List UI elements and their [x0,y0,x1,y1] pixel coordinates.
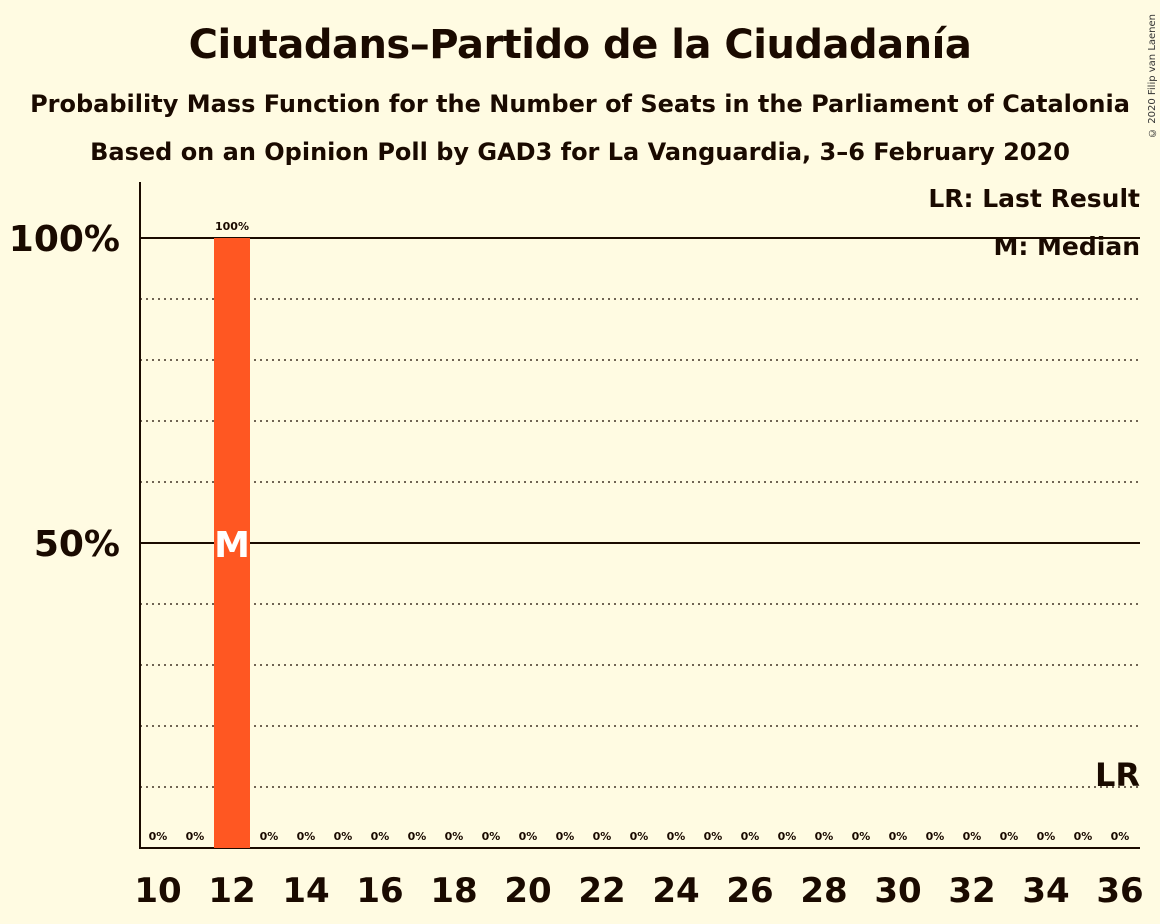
chart-source: Based on an Opinion Poll by GAD3 for La … [90,138,1070,166]
x-tick-label: 20 [504,871,551,911]
data-label: 0% [445,830,464,843]
data-label: 0% [186,830,205,843]
data-label: 0% [1000,830,1019,843]
data-label: 0% [593,830,612,843]
last-result-marker: LR [1095,756,1140,794]
data-label: 0% [334,830,353,843]
y-tick-label: 100% [9,219,120,260]
data-label: 0% [297,830,316,843]
data-label: 0% [667,830,686,843]
x-tick-label: 16 [356,871,403,911]
data-label: 0% [1037,830,1056,843]
x-tick-label: 34 [1022,871,1069,911]
legend-last-result: LR: Last Result [928,184,1140,213]
data-label: 0% [260,830,279,843]
data-label: 0% [149,830,168,843]
x-tick-label: 36 [1096,871,1143,911]
median-marker: M [214,525,250,566]
data-label: 0% [408,830,427,843]
x-tick-label: 18 [430,871,477,911]
data-label: 0% [556,830,575,843]
data-label: 0% [482,830,501,843]
x-tick-label: 28 [800,871,847,911]
data-label: 0% [926,830,945,843]
x-tick-label: 32 [948,871,995,911]
x-tick-label: 24 [652,871,699,911]
data-label: 0% [371,830,390,843]
data-label: 0% [889,830,908,843]
x-tick-label: 30 [874,871,921,911]
x-tick-label: 10 [134,871,181,911]
data-label: 0% [741,830,760,843]
data-label: 0% [704,830,723,843]
data-label: 0% [630,830,649,843]
y-tick-label: 50% [34,524,120,565]
chart-subtitle: Probability Mass Function for the Number… [30,90,1130,118]
x-tick-label: 26 [726,871,773,911]
legend-median: M: Median [993,232,1140,261]
data-label: 100% [215,220,249,233]
data-label: 0% [1074,830,1093,843]
data-label: 0% [519,830,538,843]
data-label: 0% [778,830,797,843]
x-tick-label: 14 [282,871,329,911]
chart-title: Ciutadans–Partido de la Ciudadanía [188,22,972,68]
data-label: 0% [963,830,982,843]
bar [214,238,250,848]
x-tick-label: 12 [208,871,255,911]
x-tick-label: 22 [578,871,625,911]
data-label: 0% [1111,830,1130,843]
data-label: 0% [815,830,834,843]
data-label: 0% [852,830,871,843]
